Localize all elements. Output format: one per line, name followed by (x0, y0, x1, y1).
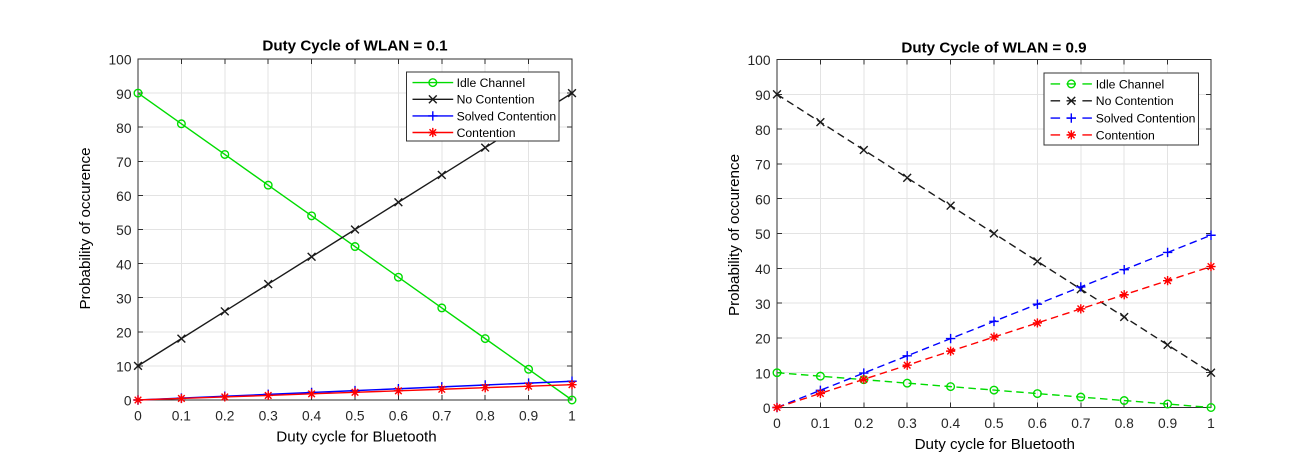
svg-text:40: 40 (116, 257, 132, 272)
svg-text:0: 0 (134, 409, 142, 424)
svg-text:1: 1 (568, 409, 576, 424)
svg-text:0.2: 0.2 (215, 409, 234, 424)
svg-text:Contention: Contention (1096, 128, 1155, 142)
svg-text:Duty Cycle of WLAN = 0.9: Duty Cycle of WLAN = 0.9 (901, 39, 1086, 56)
svg-text:40: 40 (755, 262, 771, 277)
svg-text:Idle Channel: Idle Channel (457, 76, 525, 90)
svg-text:70: 70 (116, 155, 132, 170)
svg-text:0.4: 0.4 (302, 409, 322, 424)
svg-text:90: 90 (116, 87, 132, 102)
svg-text:80: 80 (755, 123, 771, 138)
svg-text:30: 30 (116, 291, 132, 306)
svg-text:10: 10 (116, 360, 132, 375)
svg-text:Solved Contention: Solved Contention (457, 109, 557, 123)
svg-text:0.1: 0.1 (172, 409, 191, 424)
svg-text:0.5: 0.5 (345, 409, 365, 424)
svg-text:No Contention: No Contention (457, 93, 535, 107)
svg-text:100: 100 (747, 53, 770, 68)
svg-text:0.8: 0.8 (476, 409, 496, 424)
svg-text:0: 0 (763, 401, 771, 416)
svg-text:0.7: 0.7 (432, 409, 451, 424)
svg-text:20: 20 (116, 326, 132, 341)
svg-text:No Contention: No Contention (1096, 94, 1174, 108)
svg-text:0.6: 0.6 (1028, 416, 1048, 431)
svg-text:Contention: Contention (457, 126, 516, 140)
svg-text:0.3: 0.3 (898, 416, 918, 431)
svg-text:Probability of occurence: Probability of occurence (77, 147, 94, 309)
svg-text:100: 100 (108, 53, 131, 68)
svg-text:0.9: 0.9 (1158, 416, 1178, 431)
svg-text:50: 50 (116, 223, 132, 238)
svg-text:Idle Channel: Idle Channel (1096, 77, 1164, 91)
svg-text:0: 0 (773, 416, 781, 431)
svg-text:60: 60 (755, 192, 771, 207)
svg-text:60: 60 (116, 189, 132, 204)
svg-text:Duty cycle for Bluetooth: Duty cycle for Bluetooth (915, 436, 1075, 453)
svg-text:0.6: 0.6 (389, 409, 409, 424)
svg-text:0.1: 0.1 (811, 416, 830, 431)
svg-text:0.9: 0.9 (519, 409, 539, 424)
svg-text:0.2: 0.2 (854, 416, 873, 431)
svg-text:Probability of occurence: Probability of occurence (726, 154, 743, 316)
svg-text:Solved Contention: Solved Contention (1096, 112, 1196, 126)
svg-text:10: 10 (755, 366, 771, 381)
svg-text:20: 20 (755, 332, 771, 347)
svg-text:50: 50 (755, 227, 771, 242)
svg-text:0.7: 0.7 (1071, 416, 1090, 431)
svg-text:Duty cycle for Bluetooth: Duty cycle for Bluetooth (276, 429, 436, 446)
svg-text:0.5: 0.5 (984, 416, 1004, 431)
svg-text:80: 80 (116, 121, 132, 136)
svg-text:0: 0 (124, 394, 132, 409)
svg-text:0.8: 0.8 (1115, 416, 1135, 431)
svg-text:0.3: 0.3 (259, 409, 279, 424)
svg-text:70: 70 (755, 158, 771, 173)
svg-text:1: 1 (1207, 416, 1215, 431)
svg-text:90: 90 (755, 88, 771, 103)
svg-text:30: 30 (755, 297, 771, 312)
svg-text:0.4: 0.4 (941, 416, 961, 431)
svg-text:Duty Cycle of WLAN = 0.1: Duty Cycle of WLAN = 0.1 (262, 37, 448, 54)
